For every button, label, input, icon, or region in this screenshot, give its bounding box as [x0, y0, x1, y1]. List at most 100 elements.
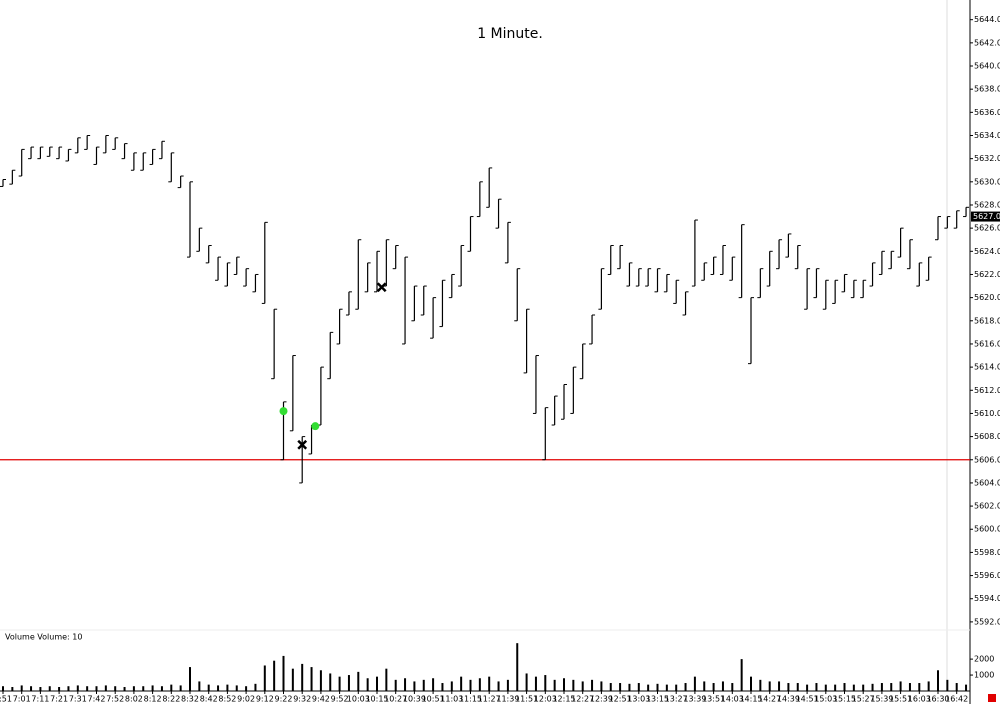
volume-bar	[871, 683, 874, 691]
x-tick-label: 16:03	[908, 695, 931, 704]
volume-bar	[385, 668, 388, 691]
volume-bar	[927, 681, 930, 691]
volume-label: Volume Volume: 10	[5, 633, 82, 642]
volume-bar	[834, 684, 837, 691]
x-tick-label: 10:51	[422, 695, 445, 704]
volume-bar	[104, 685, 107, 691]
volume-bar	[422, 679, 425, 691]
volume-bar	[329, 673, 332, 691]
x-tick-label: 13:27	[665, 695, 688, 704]
volume-bar	[815, 683, 818, 691]
x-tick-label: 7:11	[31, 695, 49, 704]
volume-bar	[432, 678, 435, 691]
y-tick-label: 5602.00	[974, 502, 1000, 511]
y-tick-label: 5598.00	[974, 548, 1000, 557]
x-tick-label: 8:12	[144, 695, 162, 704]
volume-bar	[450, 681, 453, 691]
x-tick-label: 9:22	[275, 695, 293, 704]
volume-bar	[376, 676, 378, 691]
x-tick-label: 8:52	[218, 695, 236, 704]
volume-bar	[460, 676, 463, 691]
volume-bar	[946, 679, 949, 691]
x-tick-label: 15:03	[814, 695, 837, 704]
x-tick-label: 8:32	[181, 695, 199, 704]
x-tick-label: 11:03	[440, 695, 463, 704]
y-tick-label: 5600.00	[974, 525, 1000, 534]
x-tick-label: 13:03	[627, 695, 650, 704]
y-tick-label: 5610.00	[974, 409, 1000, 418]
volume-bar	[207, 684, 210, 691]
volume-bar	[39, 687, 42, 691]
volume-bar	[852, 684, 855, 691]
x-tick-label: 14:15	[739, 695, 762, 704]
volume-bar	[862, 684, 865, 691]
x-tick-label: 9:52	[331, 695, 349, 704]
y-tick-label: 5604.00	[974, 478, 1000, 487]
volume-bar	[731, 683, 734, 691]
y-tick-label: 5596.00	[974, 571, 1000, 580]
y-tick-label: 5644.00	[974, 15, 1000, 24]
volume-bar	[338, 676, 341, 691]
x-tick-label: 15:15	[833, 695, 856, 704]
volume-bar	[609, 683, 612, 691]
volume-bar	[394, 679, 397, 691]
x-tick-label: 11:15	[459, 695, 482, 704]
status-indicator	[988, 694, 996, 702]
x-tick-label: 14:39	[777, 695, 800, 704]
volume-bar	[291, 668, 294, 691]
volume-bar	[2, 686, 4, 691]
last-price-tag	[971, 211, 1000, 222]
x-tick-label: 8:02	[125, 695, 143, 704]
volume-tick-label: 1000	[974, 671, 994, 680]
volume-bar	[301, 663, 304, 691]
volume-bar	[703, 681, 706, 691]
chart-title: 1 Minute.	[477, 26, 543, 42]
y-tick-label: 5612.00	[974, 386, 1000, 395]
volume-bar	[95, 686, 98, 691]
volume-bar	[937, 670, 939, 691]
x-tick-label: 15:27	[852, 695, 875, 704]
volume-bar	[750, 676, 752, 691]
x-tick-label: 7:01	[13, 695, 31, 704]
volume-bar	[516, 643, 519, 691]
x-tick-label: 15:51	[889, 695, 912, 704]
volume-bar	[48, 686, 51, 691]
volume-bar	[263, 665, 266, 691]
x-tick-label: 14:03	[721, 695, 744, 704]
volume-bar	[151, 685, 154, 691]
x-tick-label: 15:39	[870, 695, 893, 704]
x-tick-label: 11:51	[515, 695, 538, 704]
x-tick-label: 7:42	[88, 695, 106, 704]
volume-bar	[880, 683, 883, 691]
y-tick-label: 5618.00	[974, 316, 1000, 325]
volume-bar	[123, 687, 126, 691]
y-tick-label: 5632.00	[974, 154, 1000, 163]
x-tick-label: 7:31	[69, 695, 87, 704]
x-tick-label: 8:22	[162, 695, 180, 704]
volume-bar	[740, 659, 743, 691]
volume-bar	[488, 676, 491, 691]
volume-bar	[86, 686, 89, 691]
x-tick-label: 13:51	[702, 695, 725, 704]
volume-bar	[637, 683, 640, 691]
x-tick-label: 14:51	[796, 695, 819, 704]
y-tick-label: 5592.00	[974, 617, 1000, 626]
x-tick-label: 12:27	[571, 695, 594, 704]
y-tick-label: 5624.00	[974, 247, 1000, 256]
volume-bar	[759, 679, 762, 691]
volume-bar	[114, 686, 117, 691]
volume-bar	[76, 685, 79, 691]
volume-bar	[693, 676, 696, 691]
x-tick-label: 12:39	[590, 695, 613, 704]
volume-bar	[600, 681, 603, 691]
volume-bar	[918, 683, 921, 691]
volume-bar	[347, 675, 350, 691]
volume-bar	[581, 681, 584, 691]
x-tick-label: 10:39	[403, 695, 426, 704]
volume-bar	[497, 681, 500, 691]
volume-bar	[11, 687, 14, 691]
signal-cross	[297, 439, 308, 450]
y-tick-label: 5642.00	[974, 38, 1000, 47]
volume-bar	[778, 681, 781, 691]
